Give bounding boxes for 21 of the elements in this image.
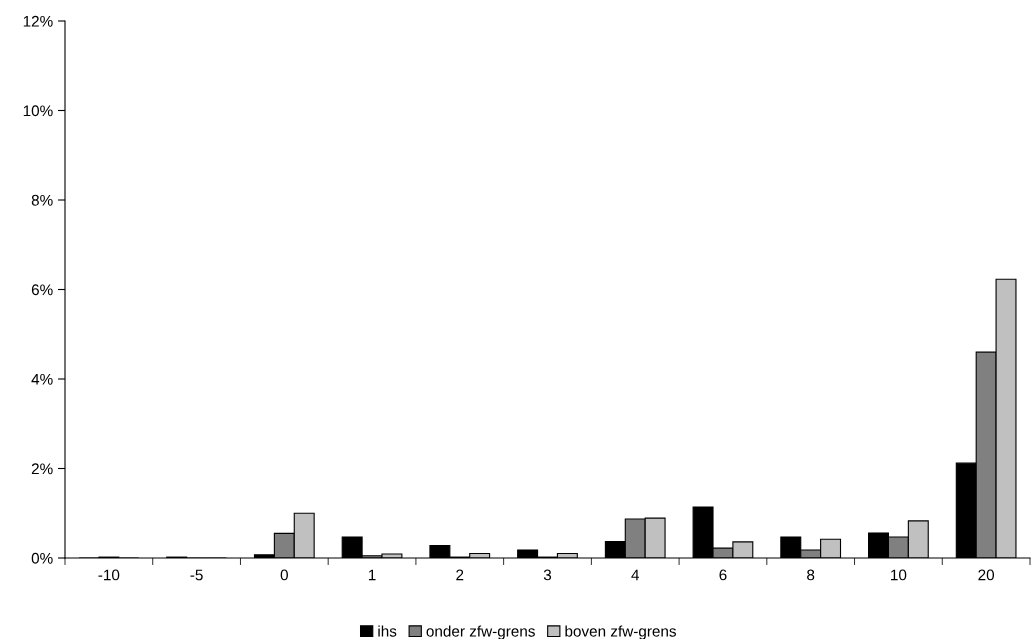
y-tick-label: 12% <box>23 15 53 27</box>
y-tick-label: 0% <box>31 552 53 564</box>
x-tick-label: 20 <box>978 569 995 581</box>
x-tick-label: 8 <box>807 569 815 581</box>
x-tick-label: 4 <box>631 569 640 581</box>
y-tick-label: 6% <box>31 284 53 296</box>
y-tick-label: 8% <box>31 194 53 206</box>
x-tick-label: -5 <box>190 569 203 581</box>
x-tick-label: 6 <box>719 569 727 581</box>
x-tick-label: 2 <box>456 569 464 581</box>
legend-label: onder zfw-grens <box>426 625 535 639</box>
x-tick-label: 0 <box>280 569 288 581</box>
y-tick-label: 2% <box>31 463 53 475</box>
x-tick-label: -10 <box>98 569 120 581</box>
x-tick-label: 3 <box>543 569 552 581</box>
y-tick-label: 4% <box>31 373 53 385</box>
y-tick-label: 10% <box>23 105 53 117</box>
legend-label: ihs <box>378 625 397 637</box>
x-tick-label: 10 <box>891 569 907 581</box>
legend-label: boven zfw-grens <box>565 625 677 639</box>
x-tick-label: 1 <box>368 569 376 581</box>
